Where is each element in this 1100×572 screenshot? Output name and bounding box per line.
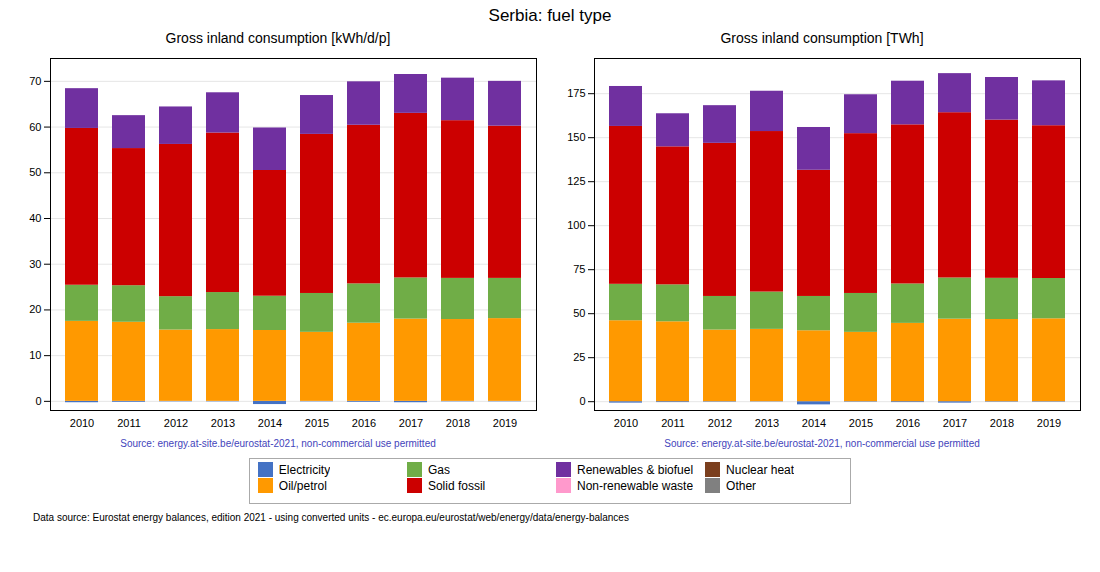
svg-text:60: 60 — [29, 121, 41, 133]
html-text:Gas: Gas — [427, 462, 450, 477]
svg-text:2019: 2019 — [1037, 417, 1061, 429]
svg-text:2011: 2011 — [117, 417, 141, 429]
svg-text:2014: 2014 — [258, 417, 282, 429]
svg-text:2011: 2011 — [661, 417, 685, 429]
svg-text:2016: 2016 — [352, 417, 376, 429]
html-text:Data source: Eurostat energy b: Data source: Eurostat energy balances, e… — [33, 512, 629, 523]
svg-text:2013: 2013 — [211, 417, 235, 429]
svg-text:2010: 2010 — [70, 417, 94, 429]
svg-text:175: 175 — [567, 87, 585, 99]
html-text:Gross inland consumption [kWh/: Gross inland consumption [kWh/d/p] — [165, 30, 391, 46]
svg-text:2017: 2017 — [943, 417, 967, 429]
svg-text:0: 0 — [579, 395, 585, 407]
svg-text:2015: 2015 — [305, 417, 329, 429]
svg-text:30: 30 — [29, 258, 41, 270]
svg-text:25: 25 — [573, 351, 585, 363]
svg-text:2015: 2015 — [849, 417, 873, 429]
svg-text:2018: 2018 — [446, 417, 470, 429]
svg-text:100: 100 — [567, 219, 585, 231]
html-text:Oil/petrol: Oil/petrol — [278, 478, 327, 493]
html-text:Electricity: Electricity — [278, 462, 331, 477]
svg-text:75: 75 — [573, 263, 585, 275]
svg-text:2012: 2012 — [164, 417, 188, 429]
html-text:Other: Other — [726, 478, 757, 493]
html-text:Renewables & biofuel: Renewables & biofuel — [577, 462, 694, 477]
svg-text:2010: 2010 — [614, 417, 638, 429]
html-text:Gross inland consumption [TWh]: Gross inland consumption [TWh] — [720, 30, 924, 46]
svg-text:2012: 2012 — [708, 417, 732, 429]
html-text:Source: energy.at-site.be/euro: Source: energy.at-site.be/eurostat-2021,… — [664, 438, 980, 449]
svg-text:40: 40 — [29, 212, 41, 224]
svg-text:125: 125 — [567, 175, 585, 187]
svg-text:2014: 2014 — [802, 417, 826, 429]
svg-text:0: 0 — [35, 395, 41, 407]
html-text:Non-renewable waste: Non-renewable waste — [577, 478, 694, 493]
svg-text:20: 20 — [29, 303, 41, 315]
svg-text:2013: 2013 — [755, 417, 779, 429]
html-text:Nuclear heat: Nuclear heat — [726, 462, 795, 477]
svg-text:70: 70 — [29, 75, 41, 87]
svg-text:2018: 2018 — [990, 417, 1014, 429]
html-text:Source: energy.at-site.be/euro: Source: energy.at-site.be/eurostat-2021,… — [120, 438, 436, 449]
svg-text:2019: 2019 — [493, 417, 517, 429]
svg-text:2017: 2017 — [399, 417, 423, 429]
svg-text:50: 50 — [573, 307, 585, 319]
svg-text:150: 150 — [567, 131, 585, 143]
html-text:Serbia: fuel type: Serbia: fuel type — [488, 6, 612, 25]
svg-text:2016: 2016 — [896, 417, 920, 429]
html-text:Solid fossil: Solid fossil — [427, 478, 486, 493]
svg-text:50: 50 — [29, 166, 41, 178]
svg-text:10: 10 — [29, 349, 41, 361]
